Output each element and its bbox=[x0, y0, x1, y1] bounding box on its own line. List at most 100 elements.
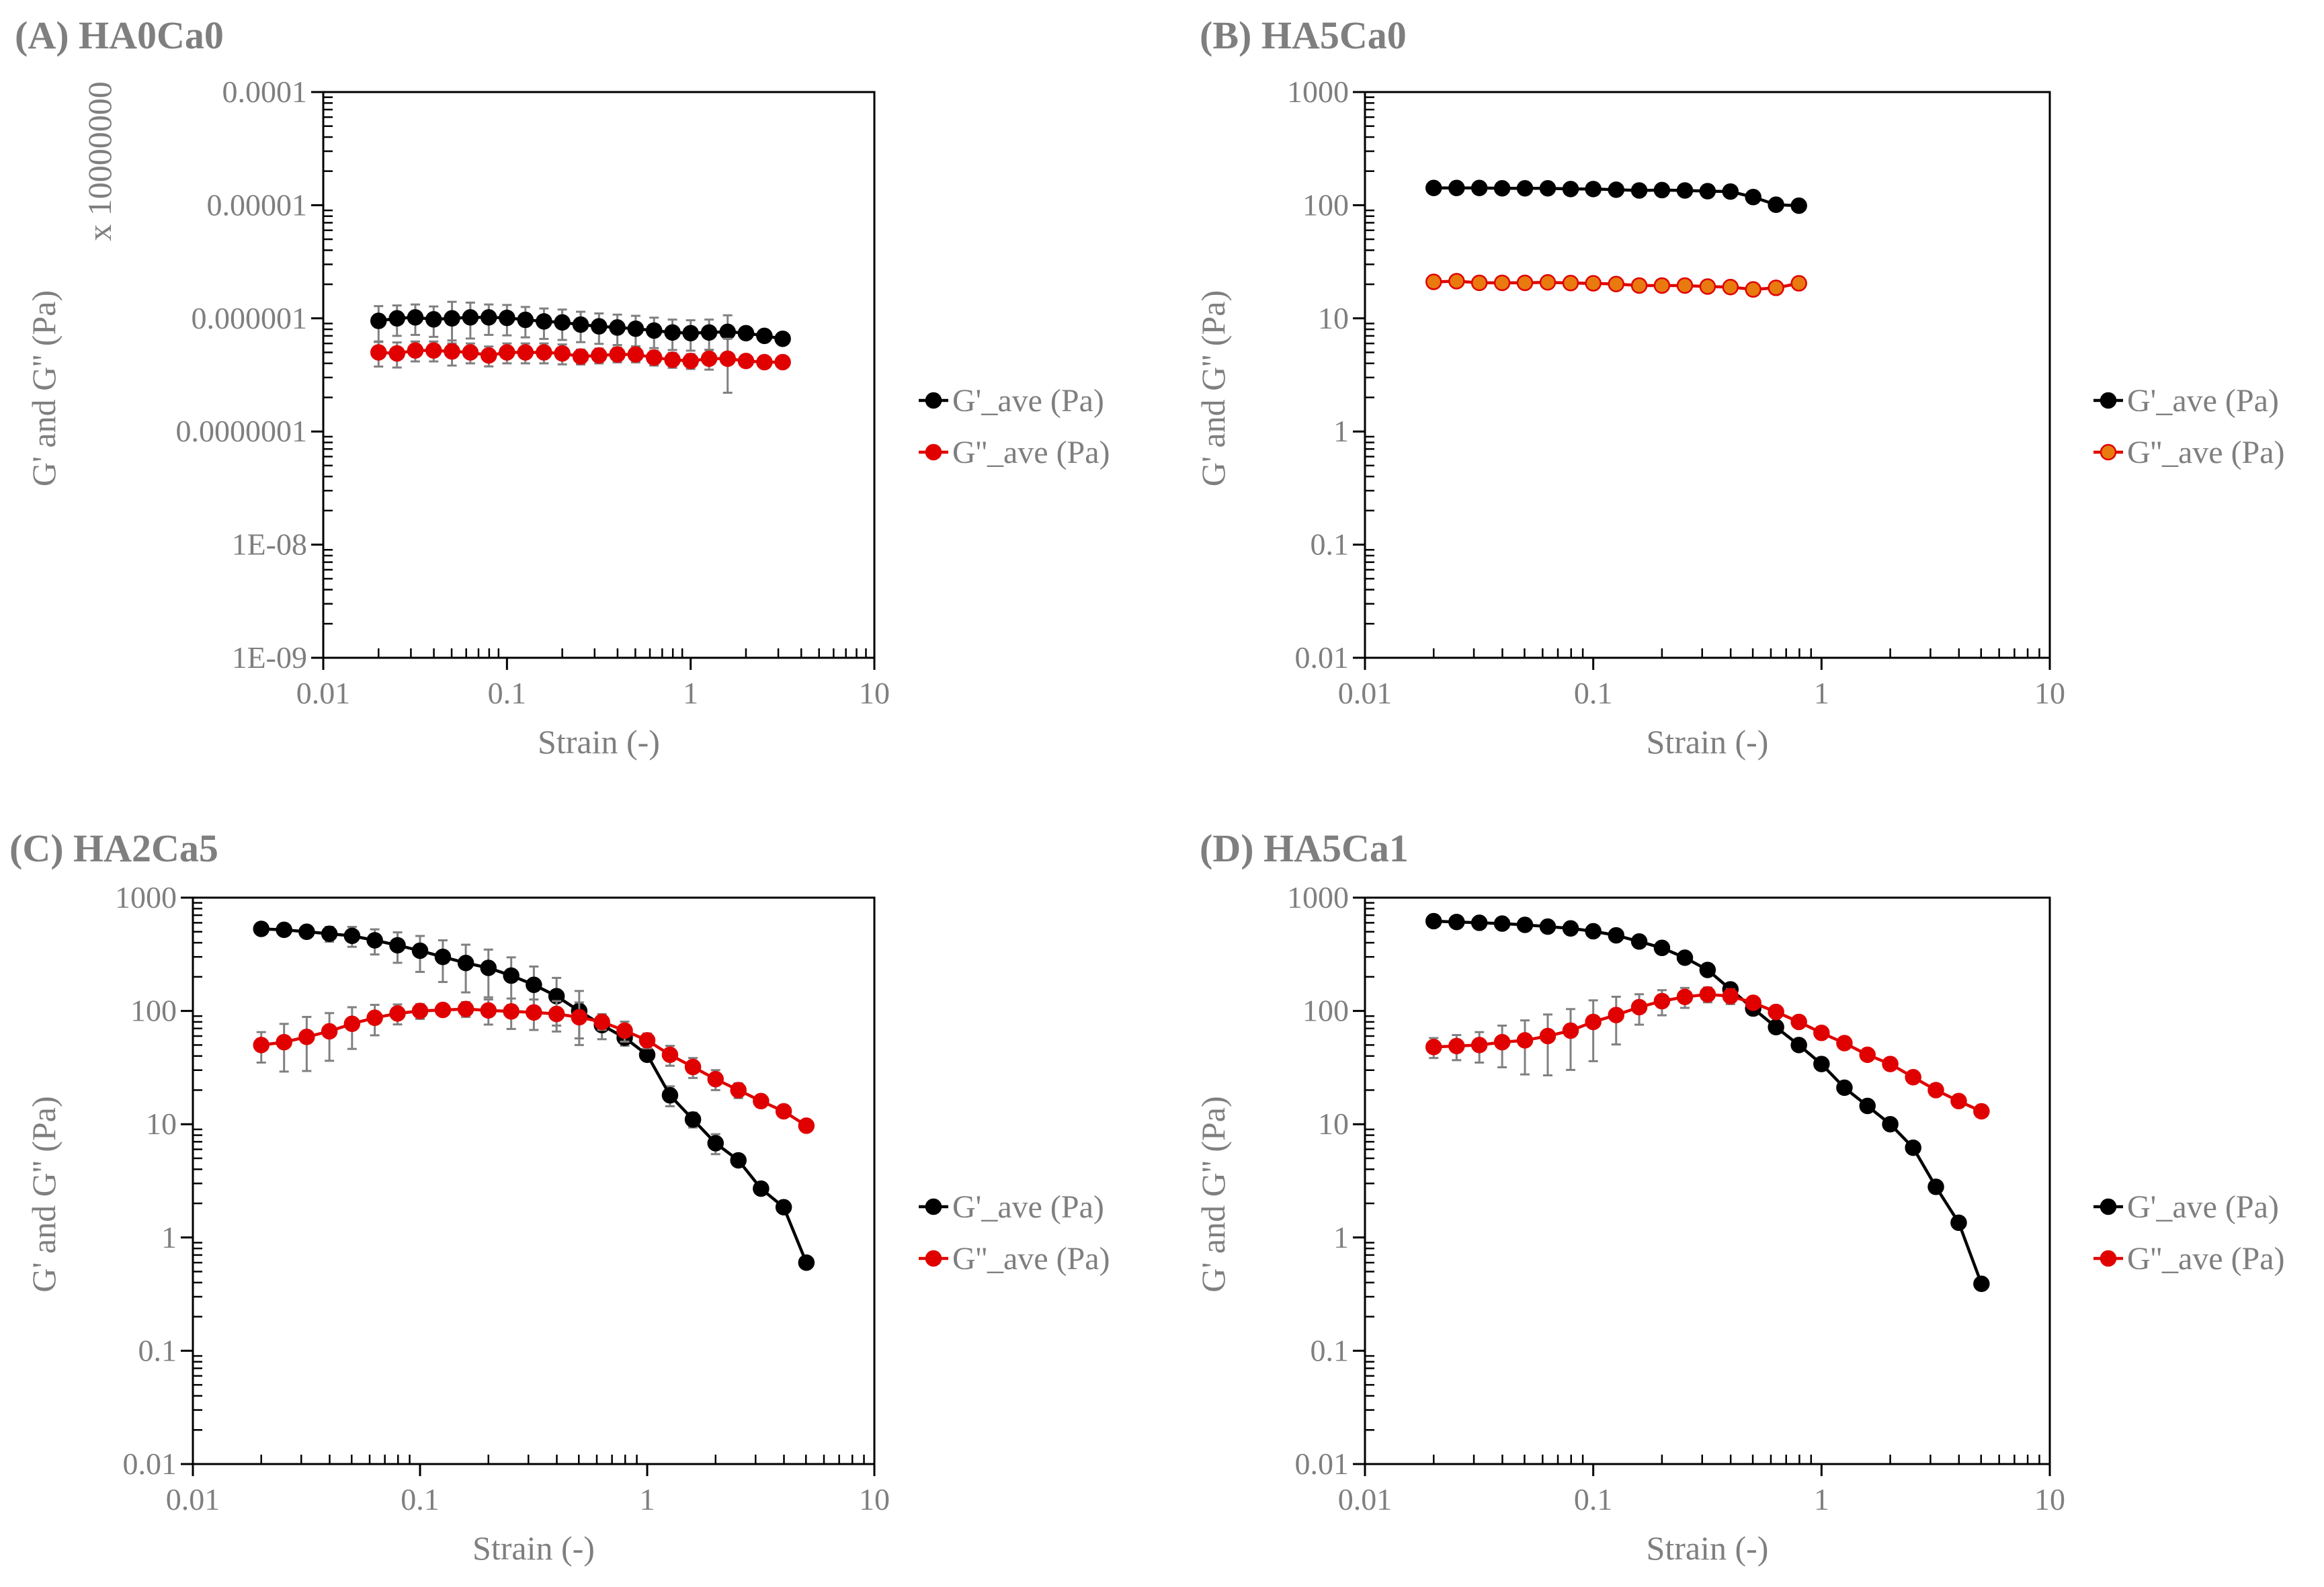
legend-marker bbox=[925, 1250, 942, 1267]
data-point bbox=[1539, 180, 1557, 197]
data-point bbox=[1425, 912, 1442, 930]
data-point bbox=[1927, 1082, 1944, 1099]
data-point bbox=[661, 1086, 679, 1104]
y-axis-title: G' and G'' (Pa) bbox=[25, 290, 63, 486]
series-g-double-prime bbox=[1425, 273, 1807, 298]
data-point bbox=[1699, 986, 1716, 1003]
panel-title: (A) HA0Ca0 bbox=[15, 13, 224, 57]
data-point bbox=[1699, 183, 1716, 200]
data-point bbox=[664, 324, 681, 341]
data-point bbox=[798, 1254, 815, 1271]
data-point bbox=[1676, 949, 1694, 966]
data-point bbox=[737, 325, 755, 342]
data-point bbox=[536, 313, 552, 330]
data-point bbox=[1882, 1056, 1899, 1072]
data-point bbox=[1630, 277, 1648, 294]
x-tick-label: 10 bbox=[859, 1482, 890, 1516]
legend-marker bbox=[2100, 443, 2117, 461]
data-point bbox=[1676, 277, 1694, 294]
y-tick-label: 100 bbox=[1302, 994, 1349, 1028]
data-point bbox=[480, 959, 497, 976]
legend-label: G'_ave (Pa) bbox=[952, 1189, 1104, 1225]
data-point bbox=[1516, 916, 1534, 933]
data-point bbox=[1448, 1037, 1465, 1055]
y-tick-label: 0.000001 bbox=[192, 301, 308, 335]
data-point bbox=[388, 345, 405, 362]
data-point bbox=[753, 1180, 770, 1197]
panel-B: (B) HA5Ca0 0.01 0.1 1 10 100 1000 0.01 0.1 1 10 Str… bbox=[1194, 13, 2285, 761]
legend-marker bbox=[925, 443, 942, 461]
data-point bbox=[1608, 927, 1625, 944]
series-g-prime bbox=[1425, 912, 1990, 1292]
data-point bbox=[1676, 182, 1694, 199]
data-point bbox=[609, 319, 626, 336]
data-point bbox=[1630, 933, 1648, 950]
data-point bbox=[1699, 961, 1716, 978]
panel-title: (D) HA5Ca1 bbox=[1200, 826, 1409, 870]
data-point bbox=[1585, 923, 1602, 940]
data-point bbox=[1905, 1068, 1921, 1086]
data-point bbox=[1768, 1003, 1784, 1021]
legend-marker bbox=[2100, 1198, 2117, 1215]
series-line bbox=[1434, 992, 1983, 1113]
data-point bbox=[1722, 278, 1739, 296]
data-point bbox=[526, 1004, 542, 1021]
data-point bbox=[1630, 998, 1648, 1016]
data-point bbox=[1745, 281, 1761, 298]
x-tick-label: 1 bbox=[1814, 676, 1829, 710]
y-tick-label: 0.1 bbox=[1311, 527, 1350, 562]
data-point bbox=[1516, 274, 1534, 292]
data-point bbox=[1608, 1006, 1625, 1023]
data-point bbox=[480, 347, 497, 364]
data-point bbox=[499, 309, 515, 327]
data-point bbox=[253, 920, 269, 937]
data-point bbox=[457, 1000, 474, 1017]
data-point bbox=[1699, 278, 1716, 295]
data-point bbox=[444, 310, 460, 327]
data-point bbox=[1562, 275, 1579, 292]
y-tick-label: 100 bbox=[1302, 187, 1349, 222]
series-g-prime bbox=[370, 300, 791, 358]
x-tick-label: 10 bbox=[859, 676, 890, 710]
data-point bbox=[276, 1033, 292, 1051]
data-point bbox=[462, 344, 479, 361]
data-point bbox=[1516, 180, 1534, 197]
panel-A: (A) HA0Ca0 1E-09 1E-08 0.0000001 0.000001 0.0… bbox=[15, 13, 1110, 761]
data-point bbox=[425, 342, 442, 359]
data-point bbox=[1905, 1139, 1921, 1156]
data-point bbox=[1859, 1097, 1876, 1115]
data-point bbox=[343, 1015, 361, 1032]
x-tick-label: 0.1 bbox=[488, 676, 527, 710]
data-point bbox=[276, 921, 292, 939]
x-axis-title: Strain (-) bbox=[1647, 1529, 1769, 1567]
y-axis-title: G' and G'' (Pa) bbox=[1194, 290, 1232, 486]
data-point bbox=[1562, 1022, 1579, 1039]
x-tick-label: 0.01 bbox=[166, 1482, 220, 1516]
y-tick-label: 0.0001 bbox=[222, 75, 308, 109]
data-point bbox=[389, 1005, 406, 1022]
data-point bbox=[343, 927, 361, 945]
data-point bbox=[407, 309, 424, 326]
data-point bbox=[1470, 274, 1488, 292]
data-point bbox=[1882, 1115, 1899, 1133]
data-point bbox=[366, 1009, 383, 1027]
y-tick-label: 0.01 bbox=[123, 1447, 177, 1481]
data-point bbox=[1790, 275, 1807, 292]
x-tick-label: 10 bbox=[2034, 1482, 2065, 1516]
data-point bbox=[1790, 1037, 1807, 1054]
data-point bbox=[1950, 1214, 1967, 1232]
data-point bbox=[1448, 179, 1465, 197]
data-point bbox=[517, 344, 534, 361]
data-point bbox=[554, 314, 571, 331]
data-point bbox=[684, 1058, 702, 1076]
data-point bbox=[1585, 181, 1602, 198]
data-point bbox=[1950, 1092, 1967, 1110]
data-point bbox=[407, 342, 424, 359]
x-tick-label: 0.01 bbox=[296, 676, 351, 710]
panel-title: (B) HA5Ca0 bbox=[1200, 13, 1407, 57]
data-point bbox=[645, 349, 663, 366]
data-point bbox=[503, 967, 520, 984]
data-point bbox=[1539, 918, 1557, 935]
data-point bbox=[499, 344, 515, 361]
data-point bbox=[700, 324, 718, 341]
